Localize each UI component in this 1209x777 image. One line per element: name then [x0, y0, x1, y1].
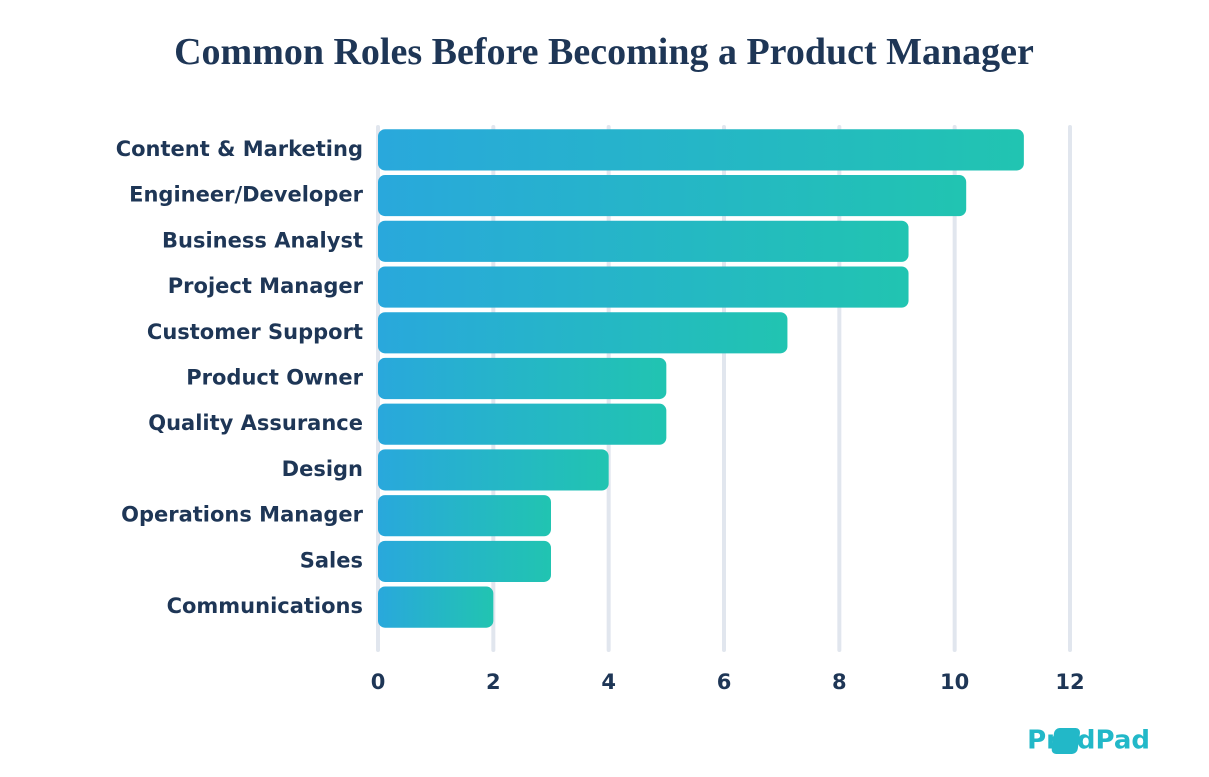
y-tick-label: Operations Manager [121, 503, 364, 527]
y-tick-label: Project Manager [168, 274, 364, 298]
y-tick-label: Content & Marketing [116, 137, 363, 161]
x-tick-label: 10 [940, 670, 969, 694]
y-tick-label: Design [282, 457, 363, 481]
brand-logo-icon [1051, 728, 1177, 754]
x-tick-label: 0 [371, 670, 386, 694]
bar [378, 175, 967, 217]
x-tick-label: 6 [717, 670, 732, 694]
bar [378, 357, 667, 400]
y-tick-label: Product Owner [186, 366, 363, 390]
bar [378, 129, 1024, 171]
y-tick-label: Engineer/Developer [129, 183, 363, 207]
chart-title: Common Roles Before Becoming a Product M… [174, 31, 1034, 73]
brand-logo-text: ProdPad [1027, 726, 1150, 756]
bar [378, 266, 909, 308]
y-tick-label: Communications [167, 594, 363, 618]
x-tick-label: 2 [486, 670, 501, 694]
x-tick-label: 12 [1055, 670, 1084, 694]
bar [378, 586, 494, 628]
bar [378, 312, 788, 354]
x-tick-label: 4 [601, 670, 616, 694]
y-tick-label: Business Analyst [162, 228, 363, 252]
bar [378, 449, 609, 491]
bar [378, 540, 551, 582]
y-tick-label: Sales [300, 548, 363, 572]
y-tick-label: Customer Support [147, 320, 363, 344]
y-tick-label: Quality Assurance [148, 411, 363, 435]
bar [378, 403, 667, 445]
x-tick-label: 8 [832, 670, 847, 694]
bar [378, 495, 551, 537]
bar [378, 220, 909, 262]
